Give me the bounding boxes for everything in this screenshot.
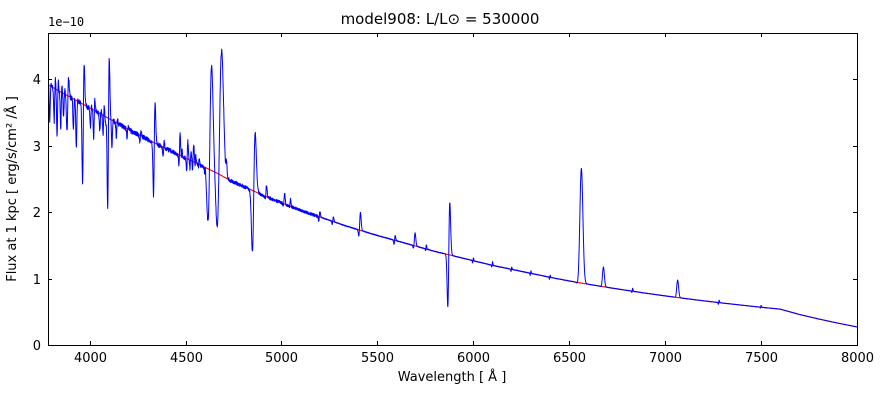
page-title: model908: L/L⊙ = 530000	[341, 10, 540, 28]
x-tick-label: 7500	[745, 351, 778, 366]
y-tick-label: 3	[33, 140, 41, 155]
y-axis-label: Flux at 1 kpc [ erg/s/cm² /Å ]	[4, 96, 20, 282]
spectrum-line	[48, 48, 857, 328]
x-axis-label: Wavelength [ Å ]	[398, 369, 507, 385]
x-tick-label: 6000	[457, 351, 490, 366]
y-tick-label: 2	[33, 206, 41, 221]
x-tick-label: 8000	[841, 351, 874, 366]
y-axis-offset-label: 1e−10	[48, 15, 84, 29]
data-series-layer	[48, 48, 857, 328]
axes-frame	[48, 33, 858, 346]
x-tick-label: 4000	[74, 351, 107, 366]
x-tick-label: 5000	[265, 351, 298, 366]
x-tick-label: 7000	[649, 351, 682, 366]
x-tick-label: 6500	[553, 351, 586, 366]
x-tick-label: 4500	[170, 351, 203, 366]
axis-layer: 4000 4500 5000 5500 6000 6500 7000 7500 8000 0 1 2 3…	[33, 33, 874, 366]
y-tick-label: 1	[33, 273, 41, 288]
y-tick-label: 0	[33, 339, 41, 354]
x-tick-label: 5500	[361, 351, 394, 366]
y-tick-label: 4	[33, 73, 41, 88]
